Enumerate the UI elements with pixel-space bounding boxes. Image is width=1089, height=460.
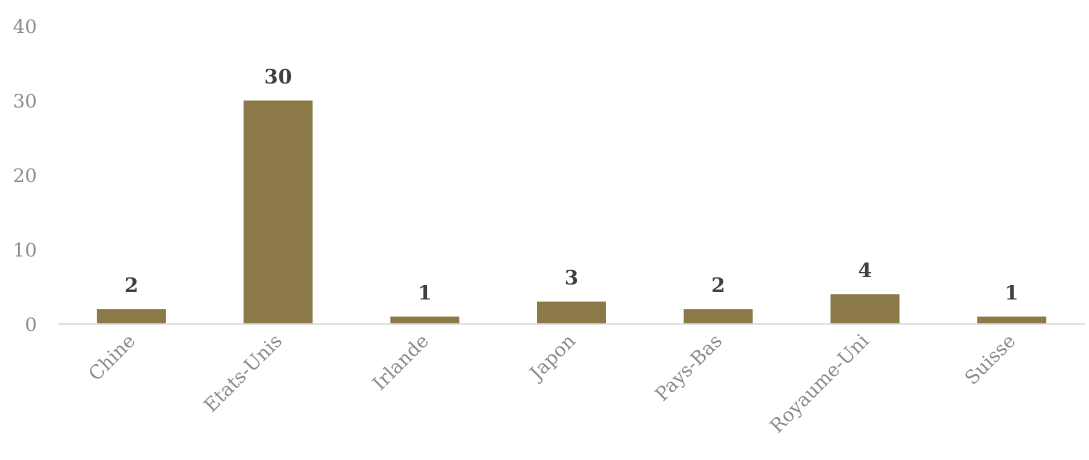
y-axis-ticks: 0 10 20 30 40 [13,16,37,336]
data-labels-group: 2 30 1 3 2 4 1 [124,65,1018,305]
bar-japon [537,301,606,324]
y-tick-label: 30 [13,91,37,113]
bars-group [96,100,1047,324]
y-tick-label: 10 [13,240,37,262]
x-tick-label: Royaume-Uni [766,330,874,438]
bar-etats-unis [243,100,313,324]
x-axis-ticks: Chine Etats-Unis Irlande Japon Pays-Bas Royau… [85,330,1021,438]
data-label: 1 [1005,281,1019,305]
x-tick-label: Chine [85,330,140,385]
data-label: 4 [858,258,872,282]
data-label: 30 [264,65,292,89]
data-label: 3 [565,266,579,290]
x-tick-label: Pays-Bas [651,330,727,406]
bar-pays-bas [683,309,753,324]
x-tick-label: Suisse [961,330,1020,389]
bar-suisse [977,316,1047,324]
x-tick-label: Etats-Unis [200,330,287,417]
bar-chine [96,309,166,324]
bar-irlande [390,316,460,324]
x-tick-label: Irlande [369,330,434,395]
bar-royaume-uni [830,294,900,324]
data-label: 1 [418,281,432,305]
data-label: 2 [124,273,138,297]
x-tick-label: Japon [524,330,580,386]
data-label: 2 [711,273,725,297]
y-tick-label: 0 [25,314,37,336]
y-tick-label: 40 [13,16,37,38]
y-tick-label: 20 [13,165,37,187]
